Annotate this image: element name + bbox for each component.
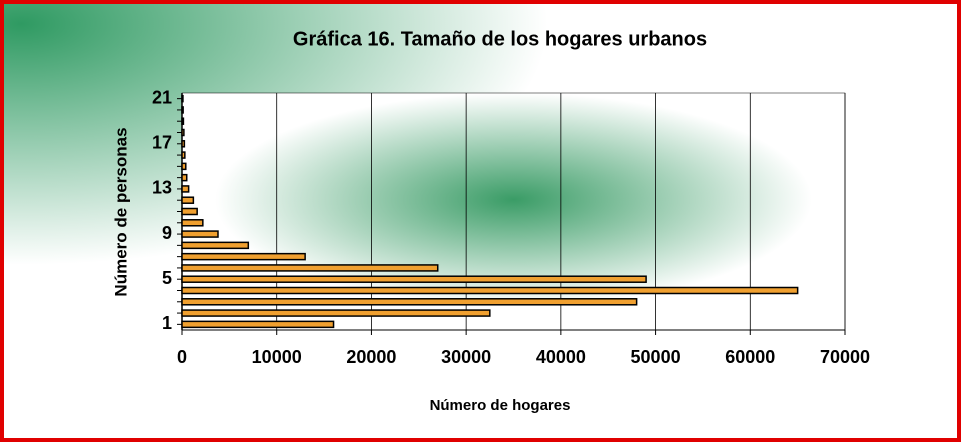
y-tick-label: 9 (162, 223, 172, 243)
y-tick-label: 5 (162, 268, 172, 288)
x-tick-label: 40000 (536, 347, 586, 367)
bar (181, 173, 188, 182)
bar (181, 128, 185, 137)
bar (181, 275, 647, 283)
bar (181, 94, 184, 103)
y-tick-label: 1 (162, 313, 172, 333)
x-tick-label: 70000 (820, 347, 870, 367)
bar (181, 162, 187, 171)
y-tick-label: 17 (152, 133, 172, 153)
bar (181, 196, 195, 204)
x-tick-label: 0 (177, 347, 187, 367)
plot-area (181, 92, 846, 331)
bar (181, 286, 799, 295)
y-axis-label: Número de personas (111, 127, 130, 296)
bar (181, 106, 184, 114)
bar (181, 140, 186, 148)
x-tick-label: 20000 (346, 347, 396, 367)
chart-title: Gráfica 16. Tamaño de los hogares urbano… (293, 28, 707, 50)
bar (181, 185, 190, 193)
x-tick-label: 60000 (725, 347, 775, 367)
bar (181, 309, 491, 317)
x-axis-label: Número de hogares (430, 397, 571, 414)
bar (181, 252, 306, 261)
bar (181, 117, 185, 125)
bar (181, 219, 204, 227)
bar (181, 151, 186, 159)
bar (181, 230, 219, 238)
y-tick-label: 13 (152, 178, 172, 198)
bar (181, 241, 250, 250)
bar (181, 298, 638, 306)
y-tick-label: 21 (152, 87, 172, 107)
x-tick-label: 10000 (252, 347, 302, 367)
x-tick-label: 50000 (631, 347, 681, 367)
bar (181, 264, 439, 272)
bar (181, 207, 198, 216)
x-tick-label: 30000 (441, 347, 491, 367)
bar (181, 320, 335, 329)
